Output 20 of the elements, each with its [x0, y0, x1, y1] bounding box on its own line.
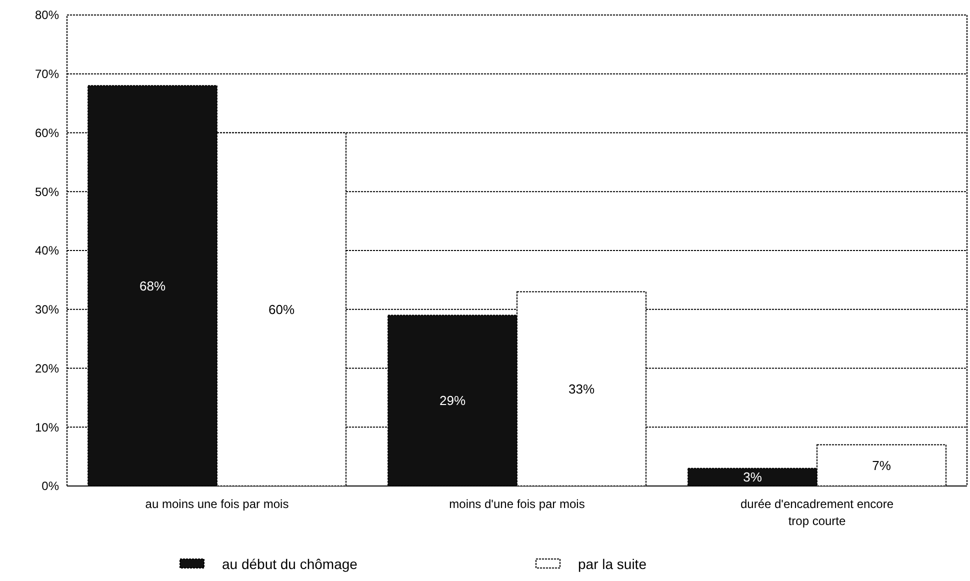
x-tick-label: durée d'encadrement encore trop courte — [740, 497, 894, 528]
y-tick-label: 10% — [34, 420, 60, 434]
y-tick-label: 40% — [34, 244, 60, 258]
x-tick-label: moins d'une fois par mois — [449, 497, 585, 511]
data-label: 68% — [139, 278, 166, 294]
data-label: 60% — [268, 302, 295, 317]
x-tick-label: au moins une fois par mois — [145, 497, 289, 511]
y-tick-label: 60% — [34, 126, 60, 140]
y-tick-label: 50% — [34, 184, 60, 199]
legend-label: par la suite — [578, 556, 647, 572]
y-tick-label: 80% — [34, 8, 60, 22]
y-tick-label: 0% — [42, 479, 60, 494]
y-tick-label: 20% — [34, 361, 60, 376]
legend-label: au début du chômage — [222, 556, 358, 572]
y-tick-label: 30% — [34, 302, 60, 317]
data-label: 33% — [568, 381, 595, 396]
y-tick-label: 70% — [34, 67, 60, 82]
data-label: 7% — [872, 458, 892, 473]
data-label: 29% — [439, 393, 466, 408]
data-label: 3% — [743, 470, 762, 485]
